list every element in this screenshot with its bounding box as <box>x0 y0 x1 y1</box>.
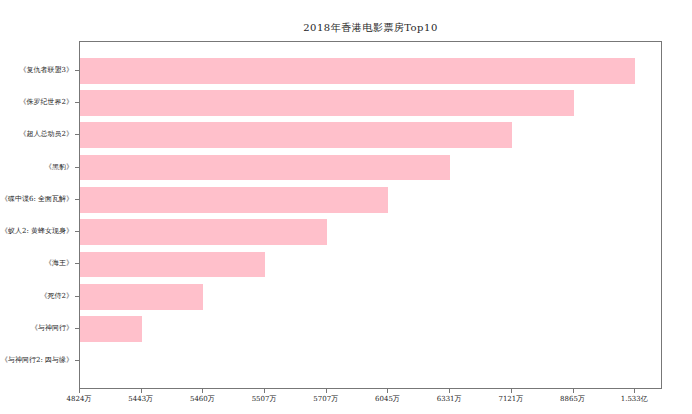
x-tick-label: 6045万 <box>375 394 400 404</box>
x-tick-label: 6331万 <box>437 394 462 404</box>
x-tick-label: 5507万 <box>252 394 277 404</box>
y-tick <box>75 167 79 168</box>
bar <box>80 187 388 213</box>
x-tick <box>79 389 80 393</box>
y-tick-label: 《蚁人2: 黄蜂女现身》 <box>1 226 73 236</box>
y-tick <box>75 231 79 232</box>
y-tick <box>75 199 79 200</box>
x-tick <box>264 389 265 393</box>
y-tick-label: 《与神同行》 <box>31 323 73 333</box>
x-tick-label: 5707万 <box>313 394 338 404</box>
x-tick <box>387 389 388 393</box>
y-tick <box>75 102 79 103</box>
y-tick-label: 《与神同行2: 因与缘》 <box>1 355 73 365</box>
bar <box>80 90 574 116</box>
bar <box>80 155 450 181</box>
plot-area <box>79 41 662 389</box>
bar <box>80 219 327 245</box>
y-tick <box>75 263 79 264</box>
x-tick <box>326 389 327 393</box>
y-tick-label: 《碟中谍6: 全面瓦解》 <box>1 194 73 204</box>
y-tick-label: 《超人总动员2》 <box>20 129 73 139</box>
bar <box>80 284 203 310</box>
bar <box>80 58 635 84</box>
y-tick <box>75 328 79 329</box>
y-tick <box>75 360 79 361</box>
bar <box>80 122 512 148</box>
y-tick-label: 《复仇者联盟3》 <box>20 65 73 75</box>
bar <box>80 252 265 278</box>
x-tick <box>141 389 142 393</box>
x-tick <box>449 389 450 393</box>
x-tick-label: 7121万 <box>498 394 523 404</box>
x-tick <box>573 389 574 393</box>
x-tick-label: 5460万 <box>190 394 215 404</box>
chart-title: 2018年香港电影票房Top10 <box>79 21 662 35</box>
y-tick <box>75 70 79 71</box>
x-tick-label: 5443万 <box>128 394 153 404</box>
y-tick <box>75 296 79 297</box>
y-tick-label: 《死侍2》 <box>41 291 73 301</box>
x-tick <box>511 389 512 393</box>
x-tick <box>634 389 635 393</box>
y-tick-label: 《海王》 <box>45 258 73 268</box>
x-tick <box>202 389 203 393</box>
x-tick-label: 1.533亿 <box>621 394 648 404</box>
x-tick-label: 8865万 <box>560 394 585 404</box>
bar <box>80 316 142 342</box>
figure: 2018年香港电影票房Top10 《复仇者联盟3》《侏罗纪世界2》《超人总动员2… <box>0 0 692 414</box>
y-tick <box>75 134 79 135</box>
x-tick-label: 4824万 <box>67 394 92 404</box>
y-tick-label: 《黑豹》 <box>45 162 73 172</box>
y-tick-label: 《侏罗纪世界2》 <box>20 97 73 107</box>
